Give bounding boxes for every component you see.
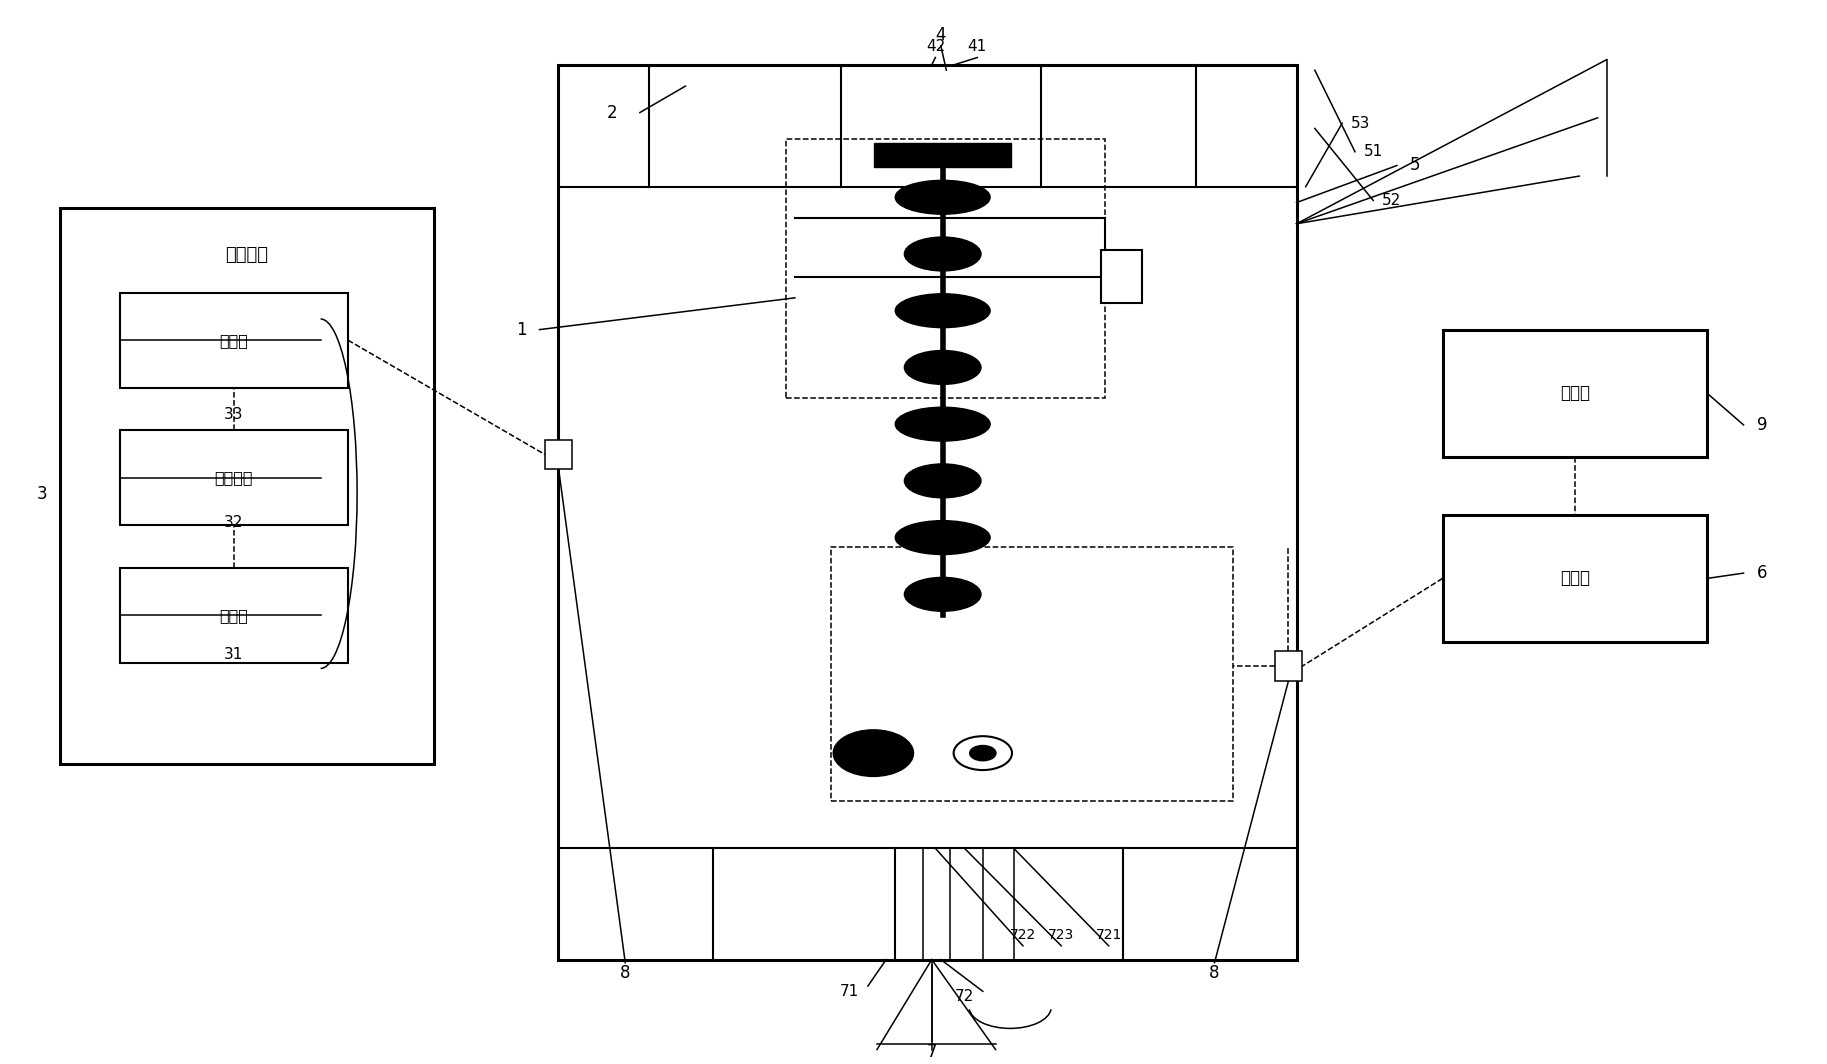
Text: 31: 31 — [223, 647, 243, 662]
Text: 稳压器: 稳压器 — [219, 333, 248, 348]
Bar — [875, 144, 1010, 167]
Text: 32: 32 — [223, 515, 243, 530]
Bar — [544, 439, 572, 469]
Text: 控制器: 控制器 — [1560, 569, 1589, 587]
Ellipse shape — [904, 237, 981, 271]
Ellipse shape — [895, 180, 990, 214]
Bar — [557, 65, 1297, 960]
Ellipse shape — [904, 464, 981, 498]
Text: 1: 1 — [515, 320, 526, 338]
Text: 8: 8 — [619, 964, 630, 982]
Text: 33: 33 — [223, 406, 243, 421]
Text: 3: 3 — [37, 485, 48, 502]
Bar — [1275, 651, 1303, 681]
Circle shape — [970, 746, 996, 761]
Bar — [121, 430, 347, 526]
Bar — [831, 547, 1233, 801]
Circle shape — [954, 736, 1012, 770]
Text: 72: 72 — [956, 990, 974, 1004]
Text: 5: 5 — [1410, 156, 1420, 174]
Bar — [786, 139, 1105, 398]
Ellipse shape — [895, 408, 990, 442]
Text: 6: 6 — [1756, 564, 1767, 582]
Text: 7: 7 — [926, 1043, 937, 1061]
Ellipse shape — [904, 578, 981, 611]
Text: 2: 2 — [607, 103, 618, 121]
Circle shape — [833, 730, 914, 777]
Text: 71: 71 — [840, 984, 859, 999]
Bar — [1443, 330, 1706, 456]
Bar — [1443, 515, 1706, 642]
Text: 9: 9 — [1756, 416, 1767, 434]
Bar — [121, 293, 347, 388]
Ellipse shape — [895, 294, 990, 328]
Ellipse shape — [895, 520, 990, 554]
Text: 721: 721 — [1096, 928, 1122, 943]
Text: 4: 4 — [935, 27, 946, 45]
Text: 保护电阵: 保护电阵 — [216, 470, 254, 485]
Text: 加压组件: 加压组件 — [225, 247, 269, 265]
Ellipse shape — [904, 350, 981, 384]
Bar — [60, 207, 433, 764]
Text: 723: 723 — [1049, 928, 1074, 943]
Text: 722: 722 — [1010, 928, 1036, 943]
Text: 调压器: 调压器 — [219, 608, 248, 624]
Text: 51: 51 — [1363, 145, 1383, 160]
Text: 显示器: 显示器 — [1560, 384, 1589, 402]
Text: 8: 8 — [1209, 964, 1220, 982]
Text: 53: 53 — [1350, 116, 1370, 131]
Bar — [1102, 250, 1142, 303]
Text: 42: 42 — [926, 39, 945, 54]
Text: 52: 52 — [1381, 193, 1401, 207]
Text: 41: 41 — [968, 39, 987, 54]
Bar — [121, 568, 347, 663]
